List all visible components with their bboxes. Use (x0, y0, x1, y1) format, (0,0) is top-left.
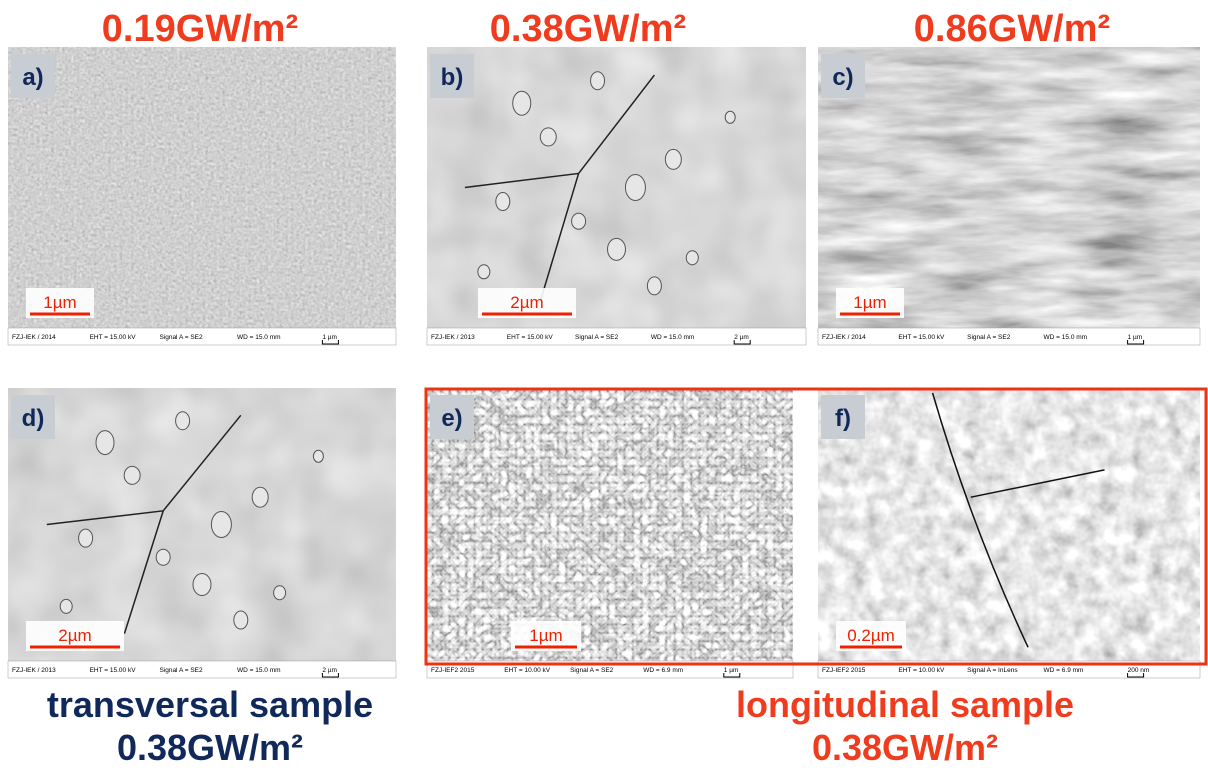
info-text: EHT = 15.00 kV (507, 334, 554, 341)
panel-label: d) (22, 405, 45, 432)
particle (496, 193, 510, 211)
info-text: 1 µm (1128, 334, 1143, 341)
sem-panel: d) 2µm FZJ-IEK / 2013 EHT = 15.00 kV Signal … (8, 388, 396, 678)
scale-label: 1µm (529, 626, 562, 645)
info-text: 2 µm (734, 334, 749, 341)
particle (665, 149, 681, 169)
panel-label: b) (441, 64, 464, 91)
info-text: WD = 6.9 mm (1044, 667, 1084, 674)
caption-value: 0.38GW/m² (812, 727, 998, 768)
particle (96, 431, 114, 455)
panels: a) 1µm FZJ-IEK / 2014 EHT = 15.00 kV Signal … (8, 47, 1200, 678)
sem-image (427, 47, 806, 328)
caption-title: longitudinal sample (736, 684, 1074, 725)
header: 0.38GW/m² (490, 8, 686, 50)
info-text: FZJ-IEK / 2013 (431, 334, 475, 341)
particle (608, 238, 626, 260)
figure: a) 1µm FZJ-IEK / 2014 EHT = 15.00 kV Signal … (0, 0, 1208, 773)
info-text: WD = 15.0 mm (237, 334, 281, 341)
header: 0.86GW/m² (914, 8, 1110, 50)
sem-image (8, 47, 396, 328)
particle (176, 412, 190, 430)
info-text: EHT = 10.00 kV (504, 667, 551, 674)
header: 0.19GW/m² (102, 8, 298, 50)
info-text: 200 nm (1128, 667, 1150, 674)
info-text: 1 µm (322, 334, 337, 341)
particle (591, 72, 605, 90)
particle (193, 574, 211, 596)
info-text: 1 µm (724, 667, 739, 674)
scale-label: 2µm (58, 626, 91, 645)
particle (478, 265, 490, 279)
scale-label: 0.2µm (847, 626, 895, 645)
particle (513, 91, 531, 115)
info-text: 2 µm (322, 667, 337, 674)
info-text: Signal A = SE2 (159, 667, 203, 674)
particle (211, 512, 231, 538)
info-text: WD = 15.0 mm (651, 334, 695, 341)
particle (625, 175, 645, 201)
particle (156, 549, 170, 565)
info-text: Signal A = SE2 (575, 334, 619, 341)
particle (274, 586, 286, 600)
panel-label: e) (441, 405, 462, 432)
info-text: EHT = 15.00 kV (90, 334, 137, 341)
scale-label: 1µm (853, 293, 886, 312)
sem-panel: f) 0.2µm FZJ-IEF2 2015 EHT = 10.00 kV Signal… (818, 388, 1200, 678)
scale-label: 2µm (510, 293, 543, 312)
sem-panel: a) 1µm FZJ-IEK / 2014 EHT = 15.00 kV Signal … (8, 47, 396, 345)
sem-image (818, 47, 1200, 328)
sem-image (427, 388, 793, 661)
info-text: EHT = 15.00 kV (90, 667, 137, 674)
info-text: EHT = 15.00 kV (898, 334, 945, 341)
particle (572, 213, 586, 229)
particle (252, 487, 268, 507)
scale-label: 1µm (43, 293, 76, 312)
info-text: WD = 6.9 mm (643, 667, 683, 674)
info-text: WD = 15.0 mm (237, 667, 281, 674)
particle (725, 111, 735, 123)
panel-label: f) (835, 405, 851, 432)
sem-panel: b) 2µm FZJ-IEK / 2013 EHT = 15.00 kV Signal … (427, 47, 806, 345)
particle (60, 599, 72, 613)
sem-image (8, 388, 396, 661)
particle (313, 450, 323, 462)
particle (647, 277, 661, 295)
panel-label: c) (832, 64, 853, 91)
caption-value: 0.38GW/m² (117, 727, 303, 768)
page: a) 1µm FZJ-IEK / 2014 EHT = 15.00 kV Signal … (0, 0, 1208, 773)
particle (79, 529, 93, 547)
info-text: Signal A = SE2 (570, 667, 614, 674)
particle (234, 611, 248, 629)
particle (124, 466, 140, 484)
particle (540, 128, 556, 146)
info-text: FZJ-IEK / 2014 (12, 334, 56, 341)
info-text: FZJ-IEK / 2013 (12, 667, 56, 674)
sem-panel: e) 1µm FZJ-IEF2 2015 EHT = 10.00 kV Signal A… (427, 388, 793, 678)
particle (686, 251, 698, 265)
info-text: FZJ-IEF2 2015 (822, 667, 866, 674)
info-text: FZJ-IEF2 2015 (431, 667, 475, 674)
caption-title: transversal sample (47, 684, 373, 725)
sem-image (818, 388, 1200, 661)
panel-label: a) (22, 64, 43, 91)
sem-panel: c) 1µm FZJ-IEK / 2014 EHT = 15.00 kV Signal … (818, 47, 1200, 345)
info-text: Signal A = SE2 (159, 334, 203, 341)
info-text: WD = 15.0 mm (1044, 334, 1088, 341)
info-text: FZJ-IEK / 2014 (822, 334, 866, 341)
info-text: EHT = 10.00 kV (898, 667, 945, 674)
info-text: Signal A = SE2 (967, 334, 1011, 341)
info-text: Signal A = InLens (967, 667, 1018, 674)
